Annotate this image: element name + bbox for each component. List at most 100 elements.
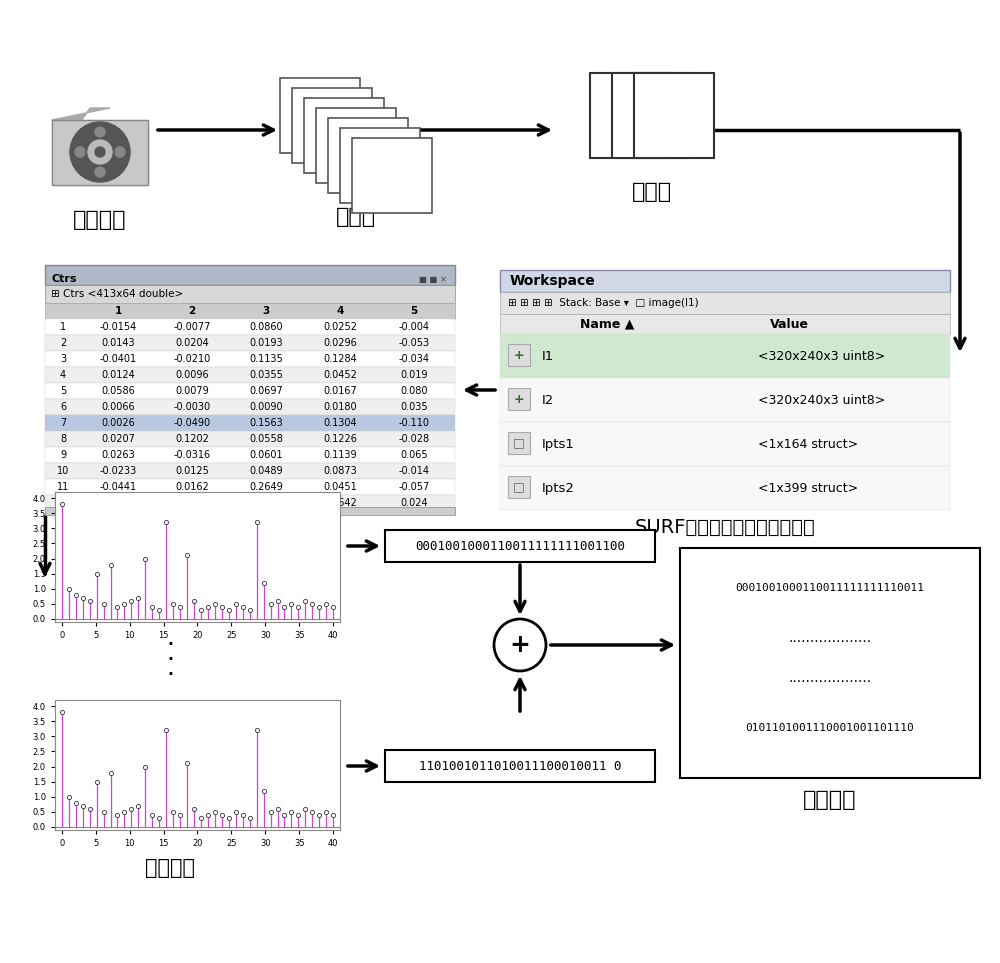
Text: Workspace: Workspace [510, 274, 596, 288]
FancyBboxPatch shape [508, 476, 530, 498]
FancyBboxPatch shape [45, 399, 455, 415]
Text: -0.0233: -0.0233 [99, 466, 137, 476]
FancyBboxPatch shape [45, 495, 455, 511]
Text: 0.0207: 0.0207 [101, 434, 135, 444]
FancyBboxPatch shape [45, 415, 455, 431]
Text: 0.1226: 0.1226 [323, 434, 357, 444]
FancyBboxPatch shape [45, 319, 455, 335]
Text: 词频统计: 词频统计 [145, 858, 195, 878]
FancyBboxPatch shape [45, 479, 455, 495]
Text: 关键帧: 关键帧 [632, 182, 672, 202]
Text: 0.0616: 0.0616 [175, 498, 209, 508]
FancyBboxPatch shape [292, 88, 372, 163]
FancyBboxPatch shape [328, 118, 408, 193]
Text: <1x164 struct>: <1x164 struct> [758, 437, 858, 451]
Text: 0.2649: 0.2649 [249, 482, 283, 492]
FancyBboxPatch shape [352, 138, 432, 213]
Text: ·: · [166, 633, 174, 657]
Text: 0.0090: 0.0090 [249, 402, 283, 412]
Text: 0.1304: 0.1304 [323, 418, 357, 428]
FancyBboxPatch shape [500, 292, 950, 314]
FancyBboxPatch shape [590, 73, 670, 158]
Text: 0.0558: 0.0558 [249, 434, 283, 444]
Text: 8: 8 [60, 434, 66, 444]
Text: 0.0642: 0.0642 [323, 498, 357, 508]
Text: Ctrs: Ctrs [51, 274, 76, 284]
Text: 0.0193: 0.0193 [249, 338, 283, 348]
Text: 0.0252: 0.0252 [323, 322, 357, 332]
Text: 0.0355: 0.0355 [249, 370, 283, 380]
FancyBboxPatch shape [45, 383, 455, 399]
Text: SURF算法生成视频帧特征矢量: SURF算法生成视频帧特征矢量 [635, 518, 815, 537]
Text: 0001001000110011111111110011: 0001001000110011111111110011 [736, 583, 924, 593]
Text: 0101101001110001001101110: 0101101001110001001101110 [746, 723, 914, 733]
Text: -0.0154: -0.0154 [99, 322, 137, 332]
Text: -0.053: -0.053 [398, 338, 430, 348]
Text: 0001001000110011111111001100: 0001001000110011111111001100 [415, 539, 625, 553]
Text: 1101001011010011100010011 0: 1101001011010011100010011 0 [419, 760, 621, 772]
Circle shape [75, 147, 85, 157]
Text: 0.1202: 0.1202 [175, 434, 209, 444]
Polygon shape [52, 120, 148, 185]
Text: 6: 6 [60, 402, 66, 412]
Text: Value: Value [770, 318, 809, 330]
Text: 0.0603: 0.0603 [101, 498, 135, 508]
Text: ⊞ ⊞ ⊞ ⊞  Stack: Base ▾  □ image(I1): ⊞ ⊞ ⊞ ⊞ Stack: Base ▾ □ image(I1) [508, 298, 699, 308]
Text: -0.0030: -0.0030 [173, 402, 211, 412]
Text: 0.0601: 0.0601 [249, 450, 283, 460]
Circle shape [115, 147, 125, 157]
Text: Name ▲: Name ▲ [580, 318, 634, 330]
Text: Ipts1: Ipts1 [542, 437, 575, 451]
Text: 2: 2 [188, 306, 196, 316]
Text: 0.1135: 0.1135 [249, 354, 283, 364]
Text: <320x240x3 uint8>: <320x240x3 uint8> [758, 394, 885, 406]
Text: 11: 11 [57, 482, 69, 492]
Text: ·: · [166, 663, 174, 687]
Text: -0.014: -0.014 [398, 466, 430, 476]
Text: 1: 1 [60, 322, 66, 332]
Text: -0.0490: -0.0490 [173, 418, 211, 428]
FancyBboxPatch shape [500, 334, 950, 378]
Text: 0.024: 0.024 [400, 498, 428, 508]
Text: 5: 5 [410, 306, 418, 316]
Text: 0.1139: 0.1139 [323, 450, 357, 460]
Text: ...................: ................... [788, 631, 872, 645]
Text: 0.0167: 0.0167 [323, 386, 357, 396]
Text: 0.065: 0.065 [400, 450, 428, 460]
Text: 0.0143: 0.0143 [101, 338, 135, 348]
FancyBboxPatch shape [500, 378, 950, 422]
Text: <1x399 struct>: <1x399 struct> [758, 482, 858, 494]
FancyBboxPatch shape [45, 265, 455, 285]
Text: 0.0096: 0.0096 [175, 370, 209, 380]
Text: 0.0066: 0.0066 [101, 402, 135, 412]
FancyBboxPatch shape [634, 73, 714, 158]
Text: 2: 2 [60, 338, 66, 348]
Text: 1: 1 [114, 306, 122, 316]
Circle shape [95, 167, 105, 177]
Polygon shape [52, 108, 110, 120]
Text: 0.0125: 0.0125 [175, 466, 209, 476]
Text: 0.080: 0.080 [400, 386, 428, 396]
FancyBboxPatch shape [45, 463, 455, 479]
Text: 9: 9 [60, 450, 66, 460]
FancyBboxPatch shape [45, 507, 455, 515]
Text: 视频指纹: 视频指纹 [803, 790, 857, 810]
Circle shape [95, 127, 105, 137]
Text: 0.0204: 0.0204 [175, 338, 209, 348]
Text: -0.028: -0.028 [398, 434, 430, 444]
Text: 4: 4 [60, 370, 66, 380]
FancyBboxPatch shape [508, 432, 530, 454]
Text: 0.0586: 0.0586 [101, 386, 135, 396]
FancyBboxPatch shape [385, 750, 655, 782]
FancyBboxPatch shape [280, 78, 360, 153]
Text: 视频片段: 视频片段 [73, 210, 127, 230]
Text: -0.0210: -0.0210 [173, 354, 211, 364]
FancyBboxPatch shape [45, 431, 455, 447]
FancyBboxPatch shape [45, 285, 455, 303]
FancyBboxPatch shape [508, 344, 530, 366]
Text: -0.0441: -0.0441 [99, 482, 137, 492]
Text: ■ ■ ×: ■ ■ × [419, 274, 447, 283]
Text: 0.035: 0.035 [400, 402, 428, 412]
Text: 0.0263: 0.0263 [101, 450, 135, 460]
Text: 12: 12 [57, 498, 69, 508]
